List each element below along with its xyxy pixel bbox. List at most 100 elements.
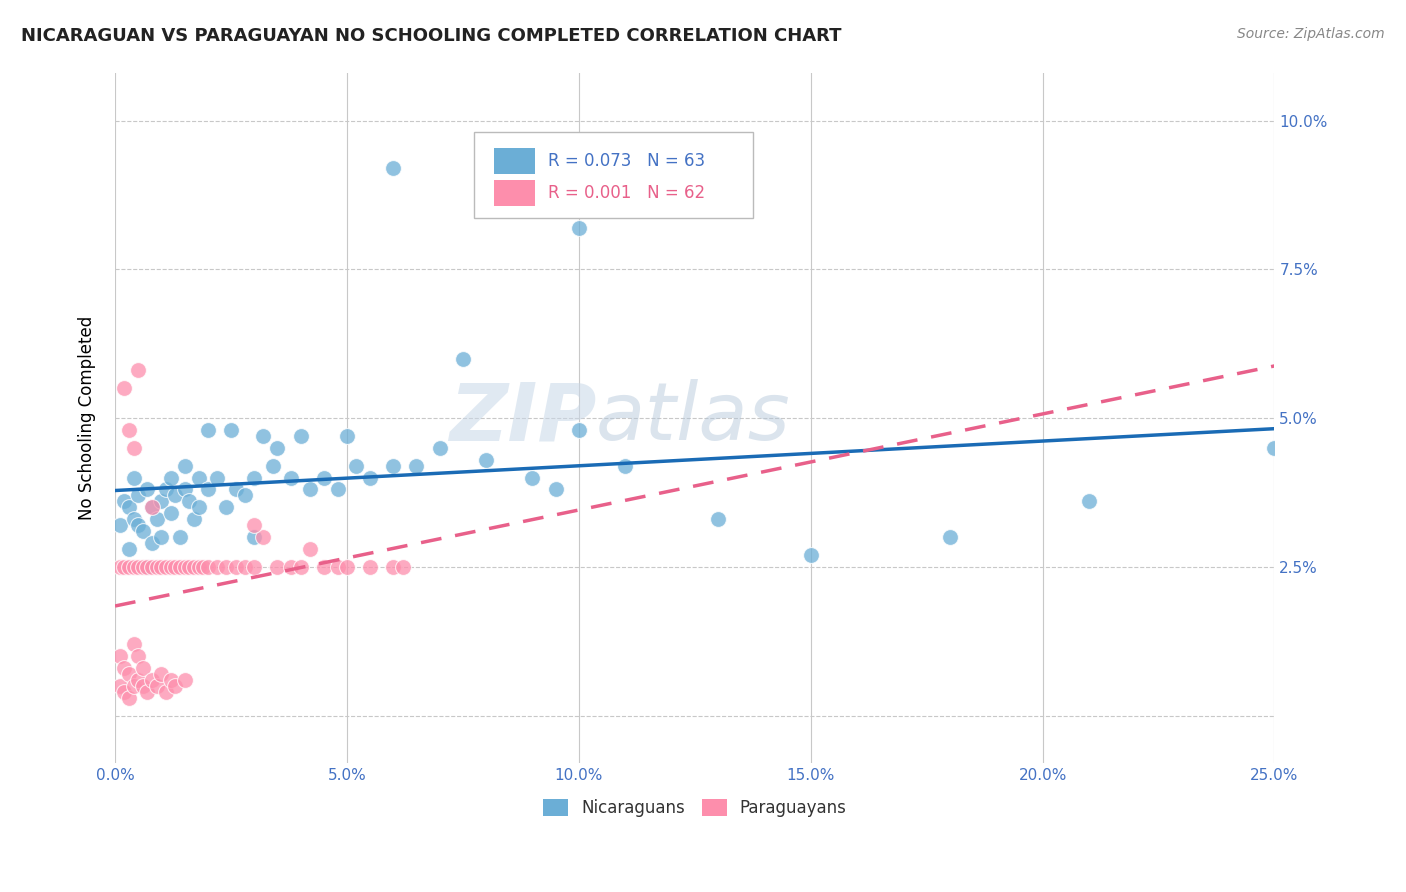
Point [326,559,349,574]
Point [614,458,637,473]
Point [225,483,247,497]
Point [112,381,135,395]
Point [382,458,405,473]
Point [136,559,159,574]
Point [197,559,219,574]
Point [243,530,266,544]
Point [173,458,195,473]
Point [382,161,405,176]
Point [312,470,335,484]
Point [233,559,256,574]
Point [429,441,451,455]
Point [122,470,145,484]
Point [165,488,187,502]
Point [141,559,163,574]
Text: R = 0.073   N = 63: R = 0.073 N = 63 [547,153,704,170]
Point [1078,494,1101,508]
Point [127,648,149,663]
Point [141,536,163,550]
Point [141,500,163,515]
Point [1263,441,1285,455]
Point [391,559,413,574]
Point [136,559,159,574]
Point [243,470,266,484]
Point [215,559,238,574]
Point [243,518,266,533]
Point [225,559,247,574]
Point [112,494,135,508]
Point [179,559,201,574]
Point [169,530,191,544]
Point [233,488,256,502]
Point [127,518,149,533]
Point [187,500,209,515]
Point [183,512,205,526]
Point [326,483,349,497]
Point [136,483,159,497]
Point [118,541,141,556]
Point [197,483,219,497]
Point [150,666,173,681]
Text: atlas: atlas [596,379,792,457]
Point [405,458,427,473]
Point [122,637,145,651]
Point [382,559,405,574]
Y-axis label: No Schooling Completed: No Schooling Completed [79,316,96,520]
Point [112,559,135,574]
Point [522,470,544,484]
Point [298,541,321,556]
Text: NICARAGUAN VS PARAGUAYAN NO SCHOOLING COMPLETED CORRELATION CHART: NICARAGUAN VS PARAGUAYAN NO SCHOOLING CO… [21,27,842,45]
Point [165,679,187,693]
Point [290,429,312,443]
Point [165,559,187,574]
Point [159,506,181,520]
Point [169,559,191,574]
Point [290,559,312,574]
Point [252,530,274,544]
Point [159,559,181,574]
Point [568,220,591,235]
Point [132,661,155,675]
Point [568,423,591,437]
Point [544,483,567,497]
Point [118,423,141,437]
Point [183,559,205,574]
Point [336,429,359,443]
Point [108,518,131,533]
Point [122,441,145,455]
Point [219,423,242,437]
Point [145,512,167,526]
Point [108,648,131,663]
Point [145,559,167,574]
Point [280,470,302,484]
Point [205,470,228,484]
Point [155,684,177,698]
Point [280,559,302,574]
Point [132,679,155,693]
Point [187,470,209,484]
Point [141,500,163,515]
Point [336,559,359,574]
Point [707,512,730,526]
Point [150,494,173,508]
Point [266,559,288,574]
Point [108,679,131,693]
Point [127,488,149,502]
Point [127,673,149,687]
Point [150,559,173,574]
Point [122,512,145,526]
Text: Source: ZipAtlas.com: Source: ZipAtlas.com [1237,27,1385,41]
Point [136,684,159,698]
Point [252,429,274,443]
FancyBboxPatch shape [474,132,752,218]
Point [173,559,195,574]
Point [127,559,149,574]
Point [266,441,288,455]
Point [118,666,141,681]
Text: ZIP: ZIP [449,379,596,457]
Point [359,470,381,484]
Legend: Nicaraguans, Paraguayans: Nicaraguans, Paraguayans [536,792,853,824]
Point [187,559,209,574]
Point [451,351,474,366]
Point [179,494,201,508]
